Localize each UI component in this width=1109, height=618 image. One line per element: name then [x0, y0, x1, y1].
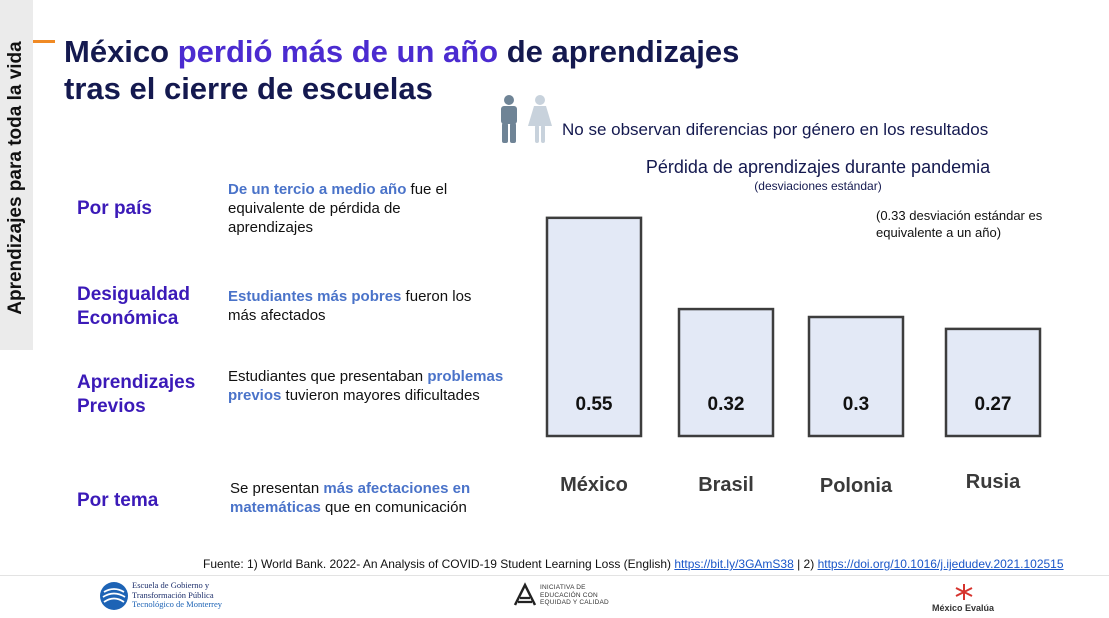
source-citation: Fuente: 1) World Bank. 2022- An Analysis… — [203, 557, 1064, 571]
egt-logo-icon — [100, 582, 128, 610]
desc-por-tema: Se presentan más afectaciones en matemát… — [230, 480, 471, 516]
title-line-2: tras el cierre de escuelas — [64, 71, 433, 106]
side-banner — [0, 0, 33, 350]
mexico-evalua-logo-text: México Evalúa — [932, 603, 995, 613]
footer-divider — [0, 575, 1109, 576]
edu-logo-icon — [513, 582, 537, 606]
source-link-1[interactable]: https://bit.ly/3GAmS38 — [674, 557, 794, 571]
orange-accent-dash — [33, 40, 55, 43]
gender-icons — [501, 95, 552, 143]
desc-aprendizajes-previos: Estudiantes que presentaban problemas pr… — [228, 368, 504, 404]
value-label-brasil: 0.32 — [708, 394, 745, 415]
title-highlight: perdió más de un año — [177, 34, 499, 69]
category-por-pais: Por país — [77, 198, 152, 219]
egt-logo-text: Escuela de Gobierno y Transformación Púb… — [132, 580, 223, 609]
page-title: México perdió más de un año de aprendiza… — [64, 33, 739, 107]
category-label-polonia: Polonia — [820, 475, 893, 497]
male-figure-icon — [501, 95, 517, 143]
title-part-1: México — [64, 34, 178, 69]
chart-note: (0.33 desviación estándar es equivalente… — [876, 207, 1091, 241]
category-desigualdad: Desigualdad Económica — [77, 284, 190, 329]
desc-desigualdad: Estudiantes más pobres fueron los más af… — [228, 288, 472, 324]
edu-logo-text: INICIATIVA DE EDUCACIÓN CON EQUIDAD Y CA… — [540, 584, 609, 606]
bar-méxico — [545, 216, 643, 438]
chart-subtitle: (desviaciones estándar) — [754, 179, 882, 193]
category-label-brasil: Brasil — [698, 474, 754, 496]
female-figure-icon — [528, 95, 552, 143]
category-label-méxico: México — [560, 474, 628, 496]
chart-title: Pérdida de aprendizajes durante pandemia — [645, 157, 991, 177]
bar-chart: 0.55 México 0.32 Brasil 0.3 Polonia 0.27 Rusia — [545, 216, 1042, 497]
side-banner-text: Aprendizajes para toda la vida — [5, 41, 26, 315]
bar-brasil — [677, 307, 775, 438]
gender-note: No se observan diferencias por género en… — [562, 120, 989, 139]
desc-por-pais: De un tercio a medio año fue el equivale… — [228, 181, 448, 236]
chart-note-text: (0.33 desviación estándar es equivalente… — [876, 208, 1043, 240]
category-aprendizajes-previos: Aprendizajes Previos — [77, 372, 196, 417]
mexico-evalua-logo-icon — [955, 584, 973, 600]
value-label-rusia: 0.27 — [975, 394, 1012, 415]
title-part-2: de aprendizajes — [498, 34, 740, 69]
category-label-rusia: Rusia — [966, 471, 1021, 493]
value-label-polonia: 0.3 — [843, 394, 869, 415]
bar-polonia — [807, 315, 905, 438]
value-label-méxico: 0.55 — [576, 394, 613, 415]
category-por-tema: Por tema — [77, 490, 159, 511]
bar-rusia — [944, 327, 1042, 438]
source-link-2[interactable]: https://doi.org/10.1016/j.ijedudev.2021.… — [817, 557, 1064, 571]
